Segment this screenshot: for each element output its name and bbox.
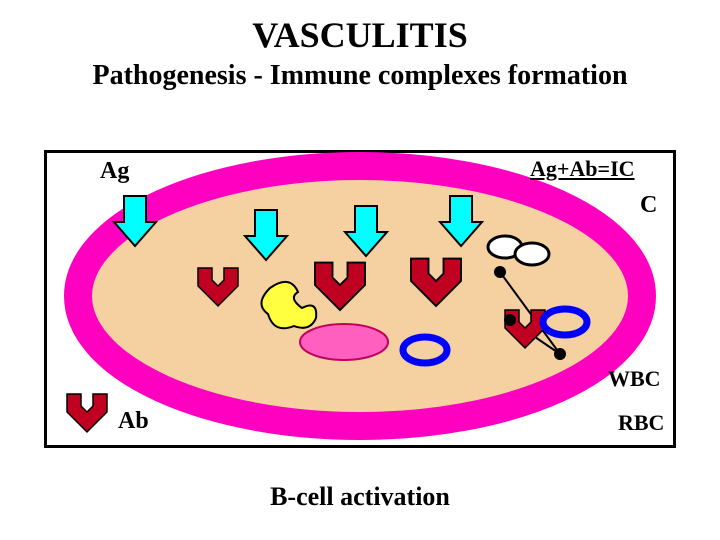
- label-rbc: RBC: [618, 410, 664, 436]
- wbc-dot: [504, 314, 516, 326]
- wbc-dot: [554, 348, 566, 360]
- caption-bcell: B-cell activation: [0, 482, 720, 512]
- wbc-dot: [494, 266, 506, 278]
- label-ag: Ag: [100, 158, 129, 185]
- label-ic: Ag+Ab=IC: [530, 156, 635, 182]
- diagram-svg: [0, 0, 720, 540]
- label-c: C: [640, 192, 657, 219]
- label-wbc: WBC: [608, 366, 661, 392]
- pink-blob: [300, 324, 388, 360]
- label-ab: Ab: [118, 408, 149, 435]
- white-ring: [515, 243, 549, 265]
- antibody-icon: [67, 394, 107, 432]
